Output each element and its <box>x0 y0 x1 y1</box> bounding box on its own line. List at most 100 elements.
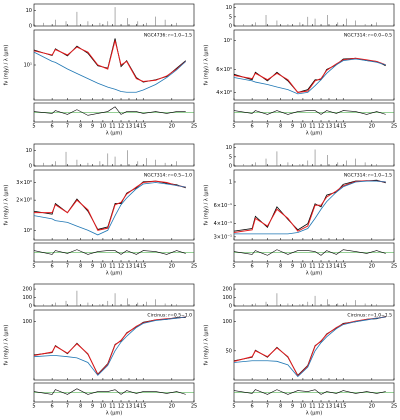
x-tick-label: 9 <box>91 264 94 270</box>
x-tick-label: 13 <box>326 404 332 410</box>
x-tick-label: 8 <box>79 264 82 270</box>
x-tick-label: 25 <box>391 404 397 410</box>
annotation: NGC7314: r=1.0−1.5 <box>344 173 392 179</box>
axes-frame <box>233 29 395 101</box>
spectrum-line <box>33 317 186 375</box>
spectrum-line <box>233 316 386 376</box>
x-axis-label: λ (μm) <box>306 131 323 137</box>
y-tick-label: 5 <box>229 154 232 160</box>
x-tick-label: 9 <box>91 124 94 130</box>
x-tick-label: 6 <box>251 124 254 130</box>
x-tick-label: 9 <box>291 124 294 130</box>
x-tick-label: 5 <box>32 404 35 410</box>
x-tick-label: 15 <box>340 124 346 130</box>
y-tick-label: 5 <box>229 14 232 20</box>
residual-line <box>33 388 186 395</box>
x-tick-label: 25 <box>391 264 397 270</box>
x-tick-label: 25 <box>191 404 197 410</box>
x-tick-label: 15 <box>140 264 146 270</box>
x-tick-label: 11 <box>309 264 315 270</box>
x-tick-label: 11 <box>109 264 115 270</box>
x-tick-label: 10 <box>300 264 306 270</box>
y-tick-label: 3×10⁰ <box>16 180 32 186</box>
x-tick-label: 12 <box>118 124 124 130</box>
y-tick-label: 100 <box>22 319 32 325</box>
spectrum-line <box>33 182 186 236</box>
spectrum-line <box>233 57 386 93</box>
spectrum-line <box>33 316 186 376</box>
y-tick-label: 10¹ <box>224 38 232 44</box>
x-tick-label: 20 <box>369 404 375 410</box>
x-tick-label: 7 <box>66 404 69 410</box>
y-axis-label: fν (mJy) / λ (μm) <box>4 185 10 226</box>
x-tick-label: 11 <box>109 404 115 410</box>
x-tick-label: 5 <box>32 264 35 270</box>
y-tick-label: 100 <box>22 295 32 301</box>
y-tick-label: 1 <box>229 179 232 185</box>
x-tick-label: 14 <box>333 124 339 130</box>
y-tick-label: 10 <box>226 145 232 151</box>
x-tick-label: 9 <box>291 404 294 410</box>
annotation: NGC7314: r=0.5−1.0 <box>144 173 192 179</box>
x-tick-label: 8 <box>279 124 282 130</box>
y-tick-label: 10 <box>26 8 32 14</box>
residual-line <box>233 249 386 256</box>
x-tick-label: 12 <box>318 264 324 270</box>
spectrum-line <box>33 40 187 82</box>
x-tick-label: 10 <box>100 404 106 410</box>
x-tick-label: 6 <box>251 264 254 270</box>
y-tick-label: 10⁰ <box>24 228 32 234</box>
y-tick-label: 0 <box>29 164 32 170</box>
spectrum-line <box>233 316 386 378</box>
x-tick-label: 15 <box>340 404 346 410</box>
x-tick-label: 10 <box>300 404 306 410</box>
x-tick-label: 25 <box>391 124 397 130</box>
spectrum-line <box>233 58 386 95</box>
spectrum-line <box>233 180 386 234</box>
x-tick-label: 12 <box>318 404 324 410</box>
y-tick-label: 200 <box>222 287 232 293</box>
axes-frame <box>233 309 395 381</box>
x-tick-label: 12 <box>118 404 124 410</box>
x-tick-label: 10 <box>100 264 106 270</box>
y-tick-label: 3×10⁻¹ <box>214 234 232 240</box>
x-tick-label: 13 <box>326 124 332 130</box>
spectrum-line <box>233 179 386 232</box>
annotation: NGC7314: r=0.0−0.5 <box>344 33 392 39</box>
x-tick-label: 8 <box>279 404 282 410</box>
annotation: Circinus: r=1.0−1.5 <box>347 313 392 319</box>
x-tick-label: 11 <box>309 404 315 410</box>
x-tick-label: 12 <box>318 124 324 130</box>
x-tick-label: 20 <box>169 264 175 270</box>
x-tick-label: 6 <box>51 264 54 270</box>
y-axis-label: fν (mJy) / λ (μm) <box>204 185 210 226</box>
residual-line <box>233 389 386 395</box>
y-tick-label: 100 <box>222 295 232 301</box>
spectrum-line <box>33 51 186 93</box>
residual-line <box>33 249 186 255</box>
x-tick-label: 9 <box>291 264 294 270</box>
x-axis-label: λ (μm) <box>106 131 123 137</box>
y-tick-label: 0 <box>229 304 232 310</box>
y-tick-label: 0 <box>229 164 232 170</box>
axes-frame <box>33 169 195 241</box>
y-axis-label: fν (mJy) / λ (μm) <box>204 45 210 86</box>
spectrum-line <box>34 180 186 231</box>
spectrum-line <box>233 316 386 377</box>
x-tick-label: 7 <box>266 404 269 410</box>
x-tick-label: 20 <box>369 264 375 270</box>
y-tick-label: 200 <box>22 287 32 293</box>
y-tick-label: 10 <box>226 5 232 11</box>
x-tick-label: 25 <box>191 124 197 130</box>
x-tick-label: 5 <box>32 124 35 130</box>
y-tick-label: 0 <box>229 24 232 30</box>
y-axis-label: fν (mJy) / λ (μm) <box>4 45 10 86</box>
x-tick-label: 10 <box>100 124 106 130</box>
x-tick-label: 13 <box>126 264 132 270</box>
x-tick-label: 14 <box>333 404 339 410</box>
x-tick-label: 6 <box>51 124 54 130</box>
y-axis-label: fν (mJy) / λ (μm) <box>4 325 10 366</box>
x-tick-label: 7 <box>66 124 69 130</box>
y-tick-label: 0 <box>29 24 32 30</box>
